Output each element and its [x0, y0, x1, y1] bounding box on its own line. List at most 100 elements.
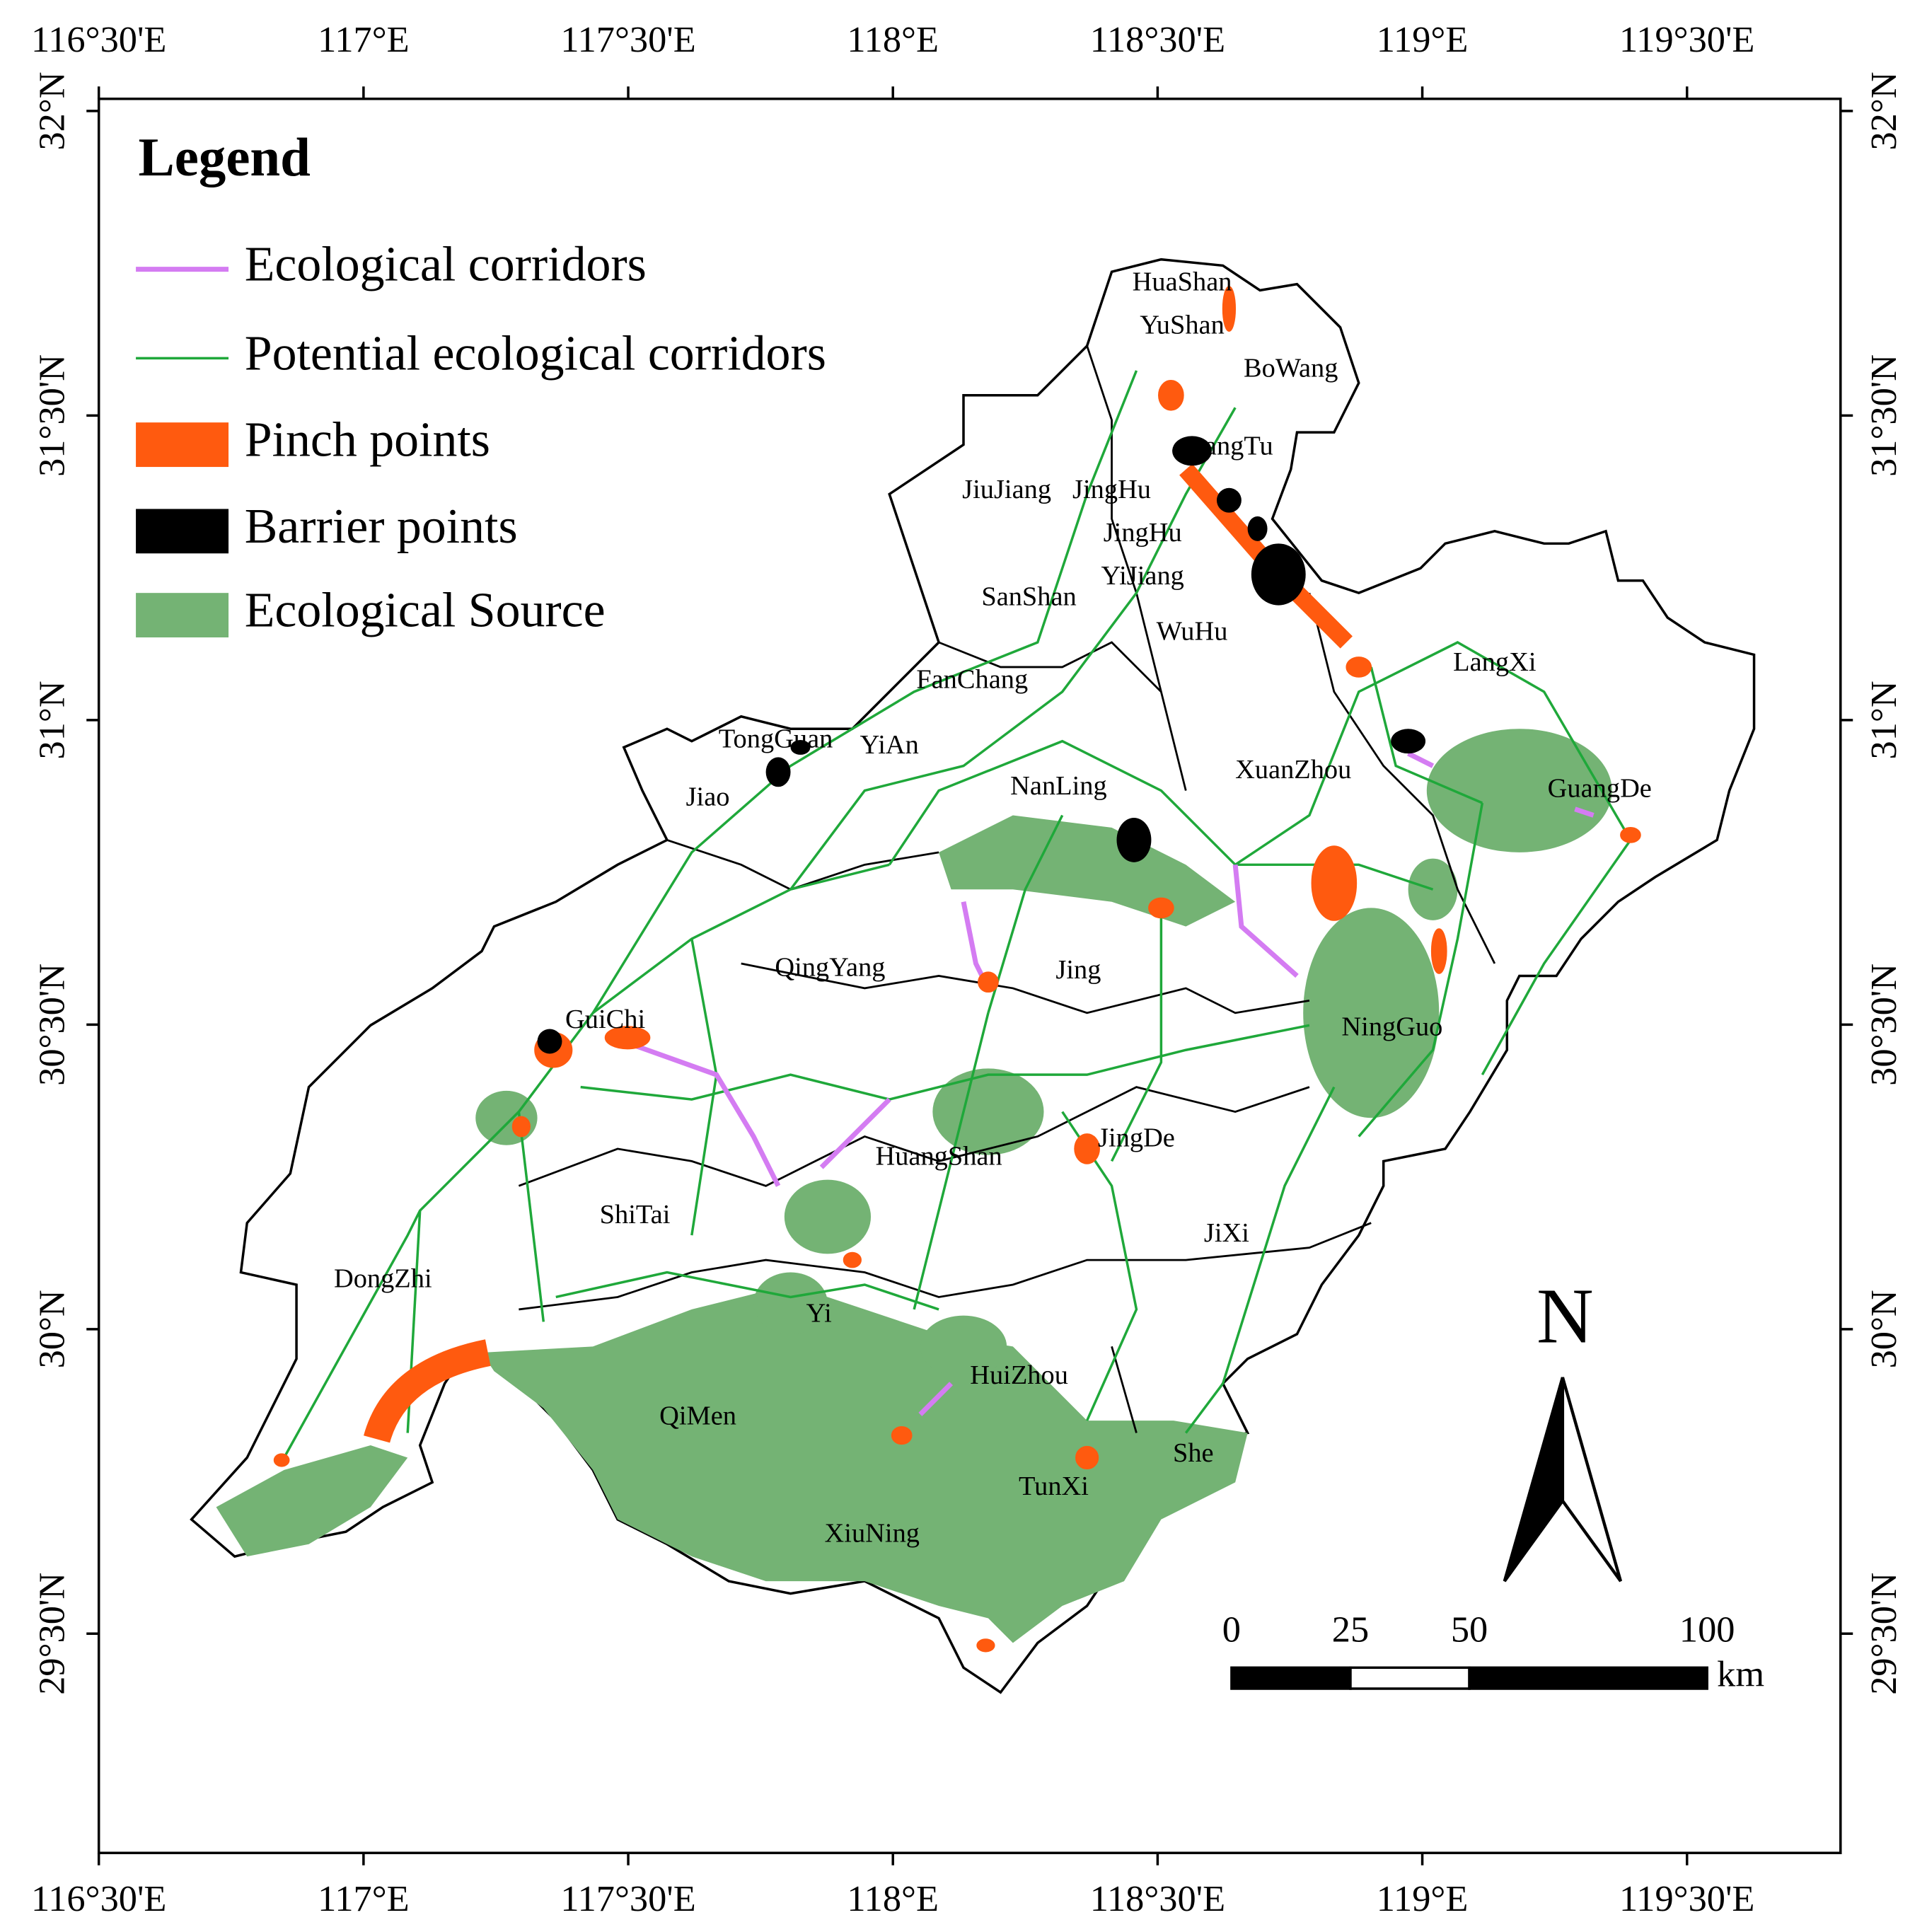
place-name: JingDe: [1098, 1123, 1175, 1153]
ecological-source: [932, 1068, 1044, 1155]
place-name: DangTu: [1185, 432, 1273, 461]
barrier-point: [790, 739, 811, 755]
x-tick-label: 119°E: [1377, 19, 1469, 60]
boundary: [518, 345, 1496, 1433]
pinch-point: [364, 1339, 491, 1443]
north-arrow: [1503, 1377, 1623, 1583]
ecological-source: [1303, 908, 1440, 1118]
map-frame: [97, 97, 1842, 1854]
x-tick-label: 119°E: [1377, 1878, 1469, 1919]
potential-corridor: [1235, 863, 1434, 891]
pinch-point: [1075, 1445, 1099, 1470]
place-name: Yi: [806, 1298, 832, 1328]
x-tick-label: 117°E: [318, 19, 410, 60]
legend-item: Ecological Source: [245, 584, 606, 638]
boundary: [519, 1222, 1372, 1311]
x-tick-label: 116°30'E: [31, 1878, 166, 1919]
pinch-point: [1074, 1133, 1100, 1164]
legend-swatch: [136, 422, 229, 468]
place-name: DongZhi: [334, 1264, 432, 1294]
pinch-point: [843, 1251, 862, 1268]
barrier-point: [1116, 817, 1152, 862]
pinch-point: [976, 1638, 995, 1653]
place-name: YiJiang: [1101, 561, 1184, 591]
ecological-source: [920, 1315, 1007, 1377]
pinch-point: [978, 971, 999, 993]
boundary: [741, 962, 1310, 1014]
y-tick-label: 32°N: [32, 71, 73, 150]
place-name: WuHu: [1157, 617, 1228, 647]
pinch-point: [891, 1425, 913, 1445]
y-tick-label: 30°30'N: [1863, 964, 1904, 1086]
potential-corridor: [1234, 641, 1632, 866]
north-arrow: [1561, 1377, 1623, 1583]
place-name: HuaShan: [1133, 267, 1232, 296]
place-name: XiuNing: [825, 1518, 920, 1548]
barrier-point: [537, 1029, 562, 1054]
scale-segment: [1230, 1666, 1352, 1690]
potential-corridor: [1184, 1086, 1336, 1434]
barrier-point: [1251, 543, 1306, 606]
place-name: FanChang: [916, 665, 1028, 695]
pinch-point: [511, 1116, 531, 1138]
scale-label: 0: [1222, 1609, 1241, 1650]
place-name: Jing: [1055, 955, 1101, 985]
legend-item: Pinch points: [245, 413, 490, 468]
barrier-point: [765, 757, 791, 787]
scale-unit: km: [1717, 1653, 1764, 1694]
place-name: NingGuo: [1341, 1012, 1442, 1041]
x-tick-label: 118°E: [847, 1878, 939, 1919]
legend-item: Barrier points: [245, 499, 518, 554]
ecological-source: [216, 1445, 408, 1557]
potential-corridor: [1358, 802, 1484, 1138]
place-name: Jiao: [686, 782, 730, 812]
ecological-corridor: [819, 1097, 891, 1169]
y-tick-label: 29°30'N: [1863, 1573, 1904, 1695]
place-name: GuangDe: [1548, 773, 1652, 803]
pinch-point: [1222, 286, 1237, 332]
legend-title: Legend: [139, 127, 311, 187]
ecological-corridor: [1574, 806, 1595, 818]
y-tick-label: 31°N: [1863, 681, 1904, 759]
place-name: TongGuan: [719, 724, 833, 754]
pinch-point: [1148, 897, 1174, 919]
barrier-point: [1391, 729, 1426, 754]
legend-swatch: [136, 509, 229, 554]
x-tick-label: 117°30'E: [560, 1878, 695, 1919]
potential-corridor: [580, 1024, 1310, 1101]
ecological-corridor: [1407, 751, 1435, 768]
boundary: [1111, 1346, 1138, 1433]
north-label: N: [1537, 1273, 1594, 1360]
x-tick-label: 119°30'E: [1619, 1878, 1754, 1919]
place-name: ShiTai: [600, 1200, 671, 1230]
pinch-point: [1346, 656, 1372, 678]
potential-corridor: [555, 1271, 939, 1311]
potential-corridor: [591, 370, 1138, 1014]
x-tick-label: 118°E: [847, 19, 939, 60]
x-tick-label: 117°E: [318, 1878, 410, 1919]
y-tick-label: 32°N: [1863, 71, 1904, 150]
potential-corridor: [789, 407, 1237, 891]
pinch-point: [1430, 928, 1447, 974]
place-name: She: [1173, 1438, 1214, 1468]
pinch-point: [1620, 827, 1641, 843]
pinch-point: [1311, 845, 1358, 921]
place-name: YuShan: [1140, 311, 1225, 340]
barrier-point: [537, 436, 1426, 1054]
potential-corridor: [1481, 839, 1632, 1076]
place-name: LangXi: [1453, 647, 1536, 677]
ecological-source: [1426, 729, 1612, 852]
boundary: [1086, 345, 1187, 791]
place-name: XuanZhou: [1235, 755, 1351, 785]
y-tick-label: 30°N: [1863, 1290, 1904, 1368]
x-tick-label: 118°30'E: [1090, 19, 1225, 60]
map-features: [97, 97, 1842, 1854]
y-tick-label: 29°30'N: [32, 1573, 73, 1695]
y-tick-label: 31°30'N: [1863, 354, 1904, 477]
potential-corridor: [987, 814, 1064, 1014]
place-name: JiuJiang: [962, 475, 1051, 504]
study-area: [190, 258, 1756, 1694]
place-name: SanShan: [981, 582, 1076, 612]
ecological-source: [482, 1285, 1248, 1643]
ecological-source: [784, 1179, 872, 1254]
